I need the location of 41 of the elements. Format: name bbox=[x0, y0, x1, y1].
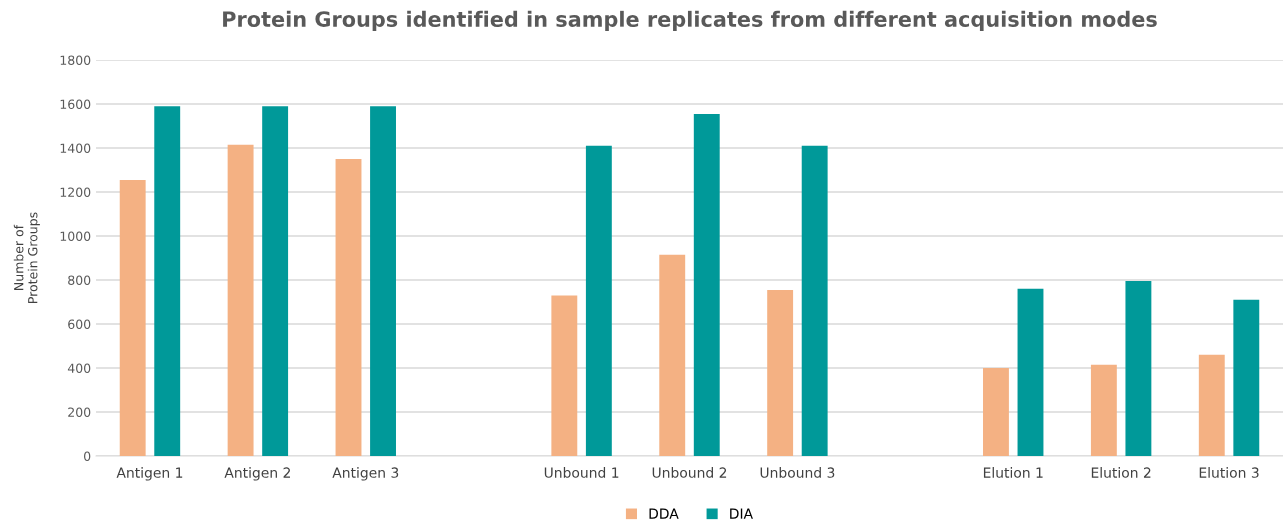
legend-label: DDA bbox=[649, 508, 679, 519]
bar bbox=[585, 145, 612, 456]
y-tick-label: 600 bbox=[68, 319, 91, 329]
y-tick-label: 1800 bbox=[60, 55, 91, 65]
y-tick-label: 1600 bbox=[60, 99, 91, 109]
bar bbox=[335, 159, 362, 456]
bar bbox=[1090, 364, 1117, 456]
bar bbox=[154, 106, 181, 456]
x-tick-label: Elution 2 bbox=[1091, 467, 1151, 478]
y-tick-label: 0 bbox=[84, 451, 91, 461]
x-tick-label: Unbound 2 bbox=[652, 467, 727, 478]
x-tick-label: Antigen 1 bbox=[116, 467, 183, 481]
y-tick-label: 1000 bbox=[60, 231, 91, 241]
bar bbox=[370, 106, 396, 456]
x-tick-label: Elution 1 bbox=[983, 467, 1043, 478]
legend-label: DIA bbox=[730, 508, 753, 519]
y-tick-label: 1400 bbox=[60, 143, 91, 153]
bar bbox=[983, 368, 1009, 456]
chart-title: Protein Groups identified in sample replicates from different acquisition modes bbox=[223, 10, 1157, 31]
bar bbox=[1198, 354, 1225, 456]
bar bbox=[227, 144, 254, 456]
bar bbox=[659, 254, 686, 456]
x-tick-label: Antigen 2 bbox=[224, 467, 290, 481]
bar bbox=[1017, 288, 1044, 456]
bar bbox=[262, 106, 289, 456]
x-tick-label: Elution 3 bbox=[1199, 467, 1259, 478]
x-tick-label: Unbound 3 bbox=[760, 467, 835, 478]
bar bbox=[693, 113, 720, 456]
x-tick-label: Antigen 3 bbox=[332, 467, 399, 481]
bar bbox=[119, 179, 146, 456]
bar bbox=[801, 145, 828, 456]
y-tick-label: 800 bbox=[68, 275, 91, 285]
bar bbox=[551, 295, 578, 456]
bar bbox=[1125, 281, 1152, 456]
x-tick-label: Unbound 1 bbox=[544, 467, 619, 478]
y-tick-label: 200 bbox=[68, 407, 91, 417]
y-tick-label: 400 bbox=[67, 363, 91, 373]
bar bbox=[1233, 299, 1260, 456]
y-axis-title: Number of Protein Groups bbox=[13, 212, 40, 303]
y-tick-label: 1200 bbox=[60, 187, 91, 197]
bar bbox=[767, 289, 794, 456]
